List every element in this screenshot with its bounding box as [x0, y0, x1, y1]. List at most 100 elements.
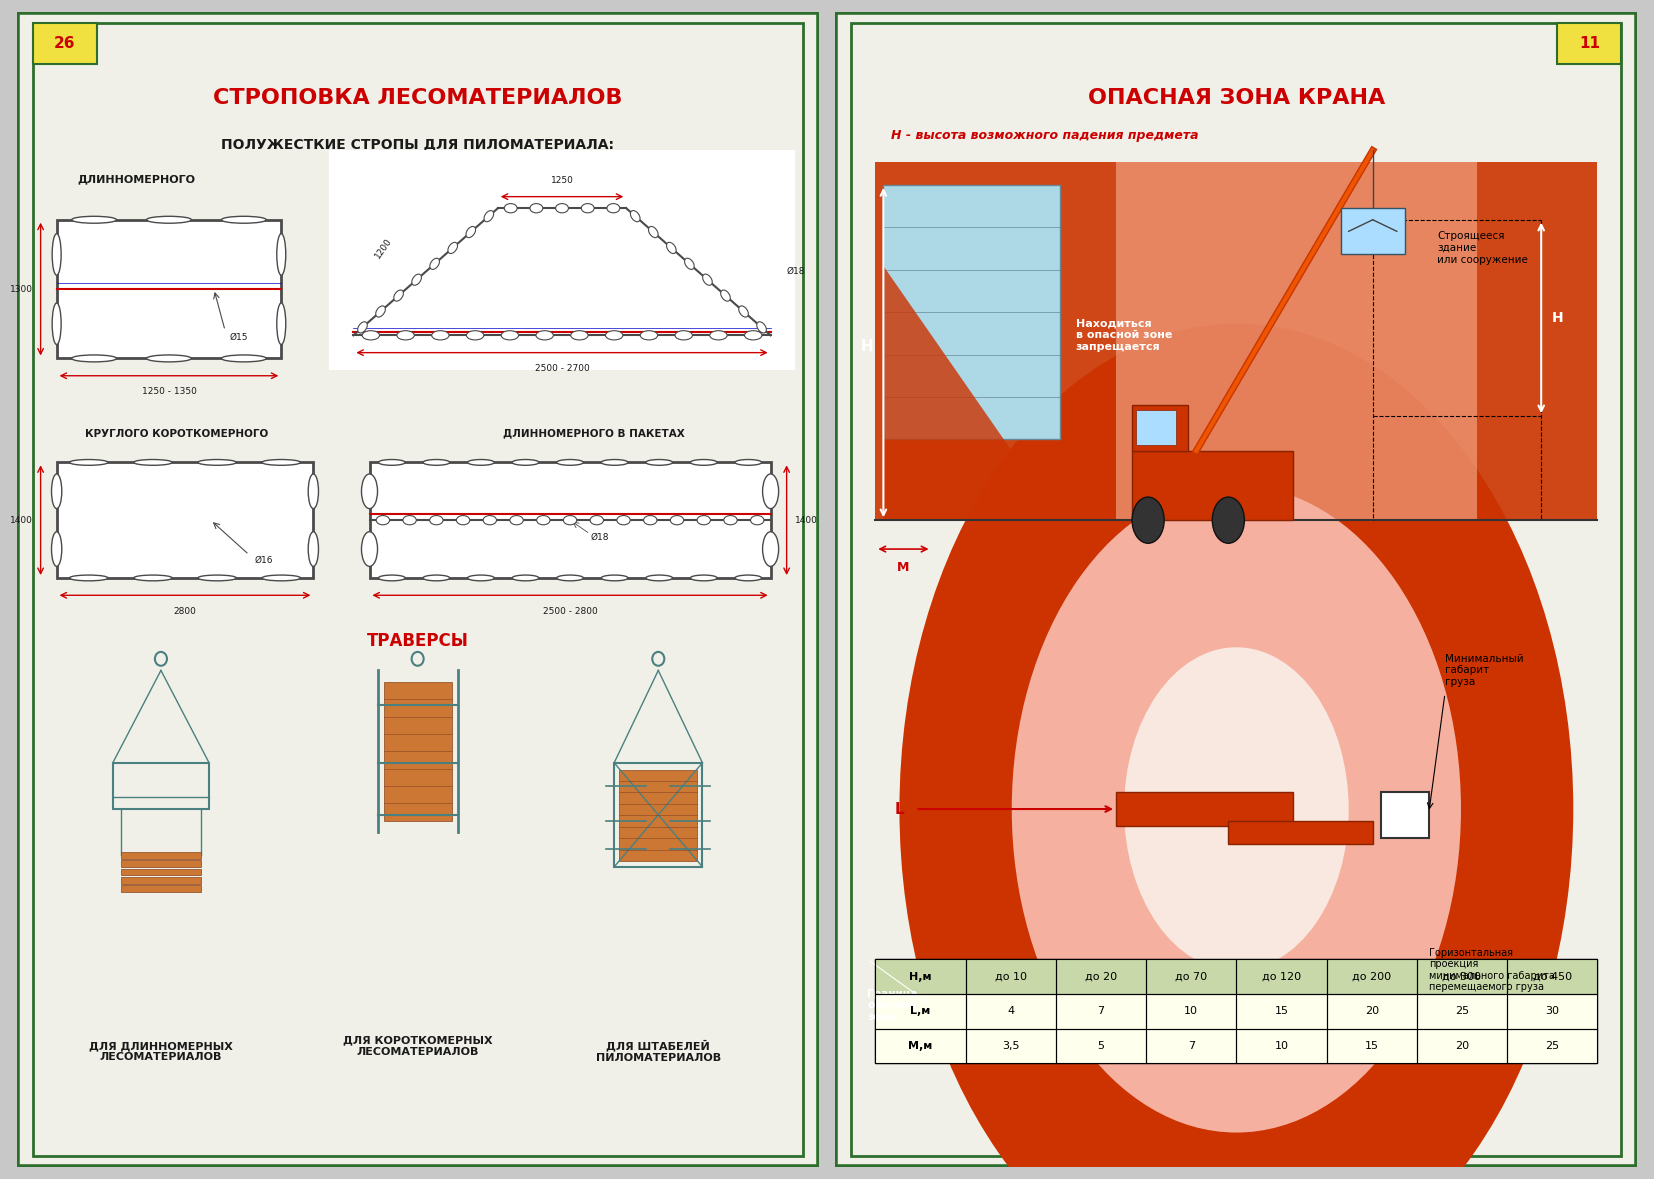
Bar	[56, 462, 313, 578]
Text: 7: 7	[1188, 1041, 1194, 1050]
Ellipse shape	[375, 515, 390, 525]
Ellipse shape	[690, 460, 718, 466]
Text: 3,5: 3,5	[1002, 1041, 1019, 1050]
Ellipse shape	[696, 515, 711, 525]
Ellipse shape	[605, 330, 624, 340]
Text: 5: 5	[1098, 1041, 1105, 1050]
Text: до 10: до 10	[994, 971, 1027, 982]
Ellipse shape	[147, 355, 192, 362]
Text: ДЛИННОМЕРНОГО: ДЛИННОМЕРНОГО	[78, 174, 195, 184]
Text: 30: 30	[1545, 1006, 1560, 1016]
Bar	[966, 1028, 1055, 1063]
Ellipse shape	[53, 233, 61, 275]
Ellipse shape	[557, 460, 584, 466]
Polygon shape	[883, 266, 1060, 520]
Text: Н,м: Н,м	[910, 971, 931, 982]
Ellipse shape	[397, 330, 414, 340]
Text: 10: 10	[1184, 1006, 1197, 1016]
Text: ТРАВЕРСЫ: ТРАВЕРСЫ	[367, 632, 468, 651]
Ellipse shape	[617, 515, 630, 525]
Ellipse shape	[394, 290, 404, 301]
Bar	[121, 869, 202, 876]
Bar	[1146, 1028, 1236, 1063]
Bar	[56, 219, 281, 358]
Ellipse shape	[404, 515, 417, 525]
Ellipse shape	[744, 330, 762, 340]
Ellipse shape	[468, 460, 495, 466]
FancyBboxPatch shape	[835, 12, 1637, 1167]
Ellipse shape	[51, 474, 61, 508]
Bar	[1507, 1028, 1598, 1063]
Text: Минимальный
габарит
груза: Минимальный габарит груза	[1446, 654, 1523, 687]
Bar	[1417, 994, 1507, 1028]
Bar	[1327, 994, 1417, 1028]
Bar	[1131, 404, 1188, 450]
Ellipse shape	[607, 204, 620, 213]
Ellipse shape	[466, 330, 485, 340]
Ellipse shape	[222, 355, 266, 362]
Text: Строящееся
здание
или сооружение: Строящееся здание или сооружение	[1437, 231, 1528, 264]
Bar	[1116, 792, 1292, 826]
Bar	[875, 960, 1598, 994]
Text: Н: Н	[1551, 311, 1563, 325]
Text: 1250: 1250	[551, 176, 574, 185]
Ellipse shape	[379, 460, 405, 466]
Text: 1200: 1200	[374, 237, 394, 261]
Ellipse shape	[483, 515, 496, 525]
Ellipse shape	[536, 515, 551, 525]
Bar	[1136, 410, 1176, 444]
Bar	[329, 151, 794, 370]
Text: до 200: до 200	[1353, 971, 1391, 982]
Bar	[1327, 1028, 1417, 1063]
Text: до 120: до 120	[1262, 971, 1302, 982]
Text: 1400: 1400	[10, 515, 33, 525]
Text: 1250 - 1350: 1250 - 1350	[142, 387, 197, 396]
Ellipse shape	[357, 322, 367, 332]
Ellipse shape	[640, 330, 658, 340]
Ellipse shape	[379, 575, 405, 581]
Ellipse shape	[721, 290, 731, 301]
Text: 26: 26	[55, 37, 76, 51]
Ellipse shape	[430, 515, 443, 525]
Ellipse shape	[53, 303, 61, 344]
Bar	[1236, 994, 1327, 1028]
Ellipse shape	[448, 243, 458, 253]
Text: Ø18: Ø18	[590, 533, 609, 542]
Ellipse shape	[648, 226, 658, 238]
Ellipse shape	[529, 204, 543, 213]
Ellipse shape	[645, 575, 673, 581]
Bar	[875, 162, 1598, 520]
Text: ОПАСНАЯ ЗОНА КРАНА: ОПАСНАЯ ЗОНА КРАНА	[1088, 88, 1384, 108]
Text: Н: Н	[862, 340, 873, 355]
Ellipse shape	[734, 575, 762, 581]
Bar	[1146, 994, 1236, 1028]
Ellipse shape	[690, 575, 718, 581]
Text: L: L	[895, 802, 905, 817]
Ellipse shape	[423, 575, 450, 581]
Ellipse shape	[375, 305, 385, 317]
Bar	[369, 462, 771, 578]
Ellipse shape	[758, 322, 766, 332]
Text: 2800: 2800	[174, 607, 197, 615]
Ellipse shape	[670, 515, 683, 525]
Bar	[1327, 960, 1417, 994]
Text: 15: 15	[1275, 1006, 1288, 1016]
Ellipse shape	[69, 575, 108, 581]
Bar	[875, 960, 966, 994]
Text: 10: 10	[1275, 1041, 1288, 1050]
Ellipse shape	[513, 575, 539, 581]
Circle shape	[900, 324, 1573, 1179]
Bar	[1229, 821, 1373, 844]
Ellipse shape	[276, 233, 286, 275]
Text: Н - высота возможного падения предмета: Н - высота возможного падения предмета	[892, 129, 1199, 141]
Bar	[1417, 960, 1507, 994]
Bar	[121, 877, 202, 883]
Bar	[1055, 994, 1146, 1028]
Ellipse shape	[513, 460, 539, 466]
Ellipse shape	[423, 460, 450, 466]
Ellipse shape	[69, 460, 108, 466]
Bar	[1055, 1028, 1146, 1063]
Text: Ø18: Ø18	[787, 268, 805, 276]
Ellipse shape	[412, 274, 422, 285]
Text: 11: 11	[1580, 37, 1599, 51]
